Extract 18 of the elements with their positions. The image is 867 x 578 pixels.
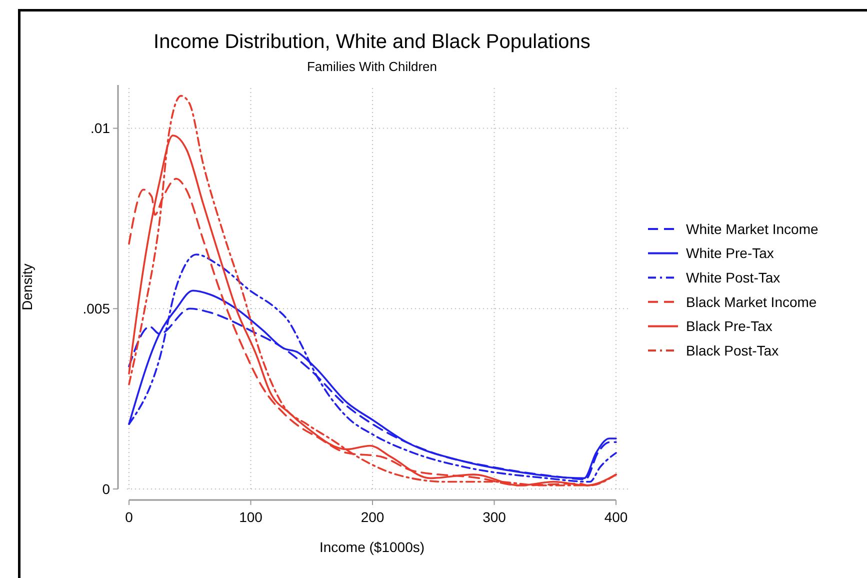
chart-subtitle: Families With Children	[306, 59, 438, 74]
chart-title: Income Distribution, White and Black Populations	[154, 31, 590, 53]
x-tick-label: 200	[360, 509, 384, 525]
x-tick-label: 0	[125, 509, 134, 525]
x-axis-title: Income ($1000s)	[319, 539, 425, 555]
legend-label: White Market Income	[686, 220, 818, 237]
legend-label: White Pre-Tax	[686, 245, 774, 262]
legend-label: White Post-Tax	[686, 270, 780, 286]
legend-label: Black Post-Tax	[686, 342, 779, 358]
y-tick-label: 0	[102, 480, 110, 497]
x-tick-label: 400	[604, 509, 628, 525]
legend-label: Black Market Income	[686, 294, 817, 310]
x-tick-label: 300	[482, 509, 506, 525]
y-tick-label: .01	[90, 120, 110, 136]
y-tick-label: .005	[82, 300, 110, 317]
y-axis-title: Density	[19, 264, 35, 310]
x-tick-label: 100	[239, 509, 263, 525]
legend-label: Black Pre-Tax	[686, 318, 772, 334]
